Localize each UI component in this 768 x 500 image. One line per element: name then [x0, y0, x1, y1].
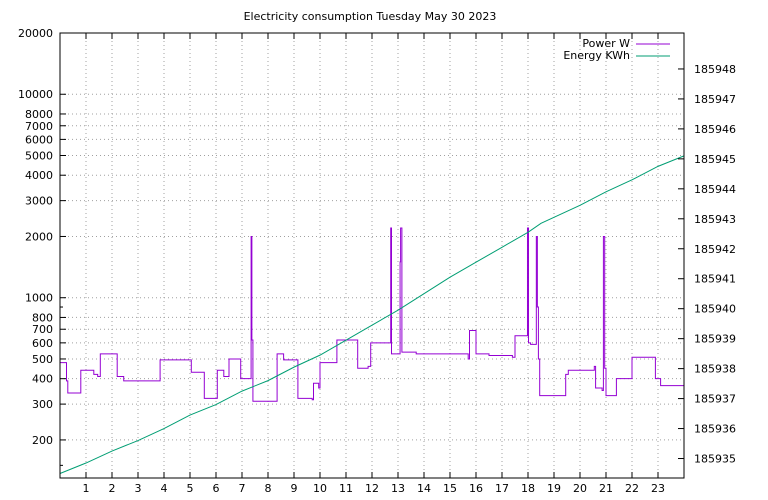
y-right-tick-label: 185947: [694, 93, 736, 106]
x-tick-label: 2: [109, 482, 116, 495]
y-left-tick-label: 5000: [25, 149, 53, 162]
y-left-tick-label: 6000: [25, 133, 53, 146]
x-tick-label: 8: [265, 482, 272, 495]
y-right-tick-label: 185935: [694, 453, 736, 466]
legend: Power W Energy KWh: [563, 37, 670, 62]
y-right-tick-label: 185944: [694, 183, 736, 196]
y-right-tick-label: 185937: [694, 393, 736, 406]
ticks-layer: 1 2 3 4 5 6 7 8 9 10 11 12 13 14 15 16 17 18 19 20 21 22 23200…: [18, 27, 736, 495]
y-left-tick-label: 500: [32, 353, 53, 366]
y-left-tick-label: 700: [32, 323, 53, 336]
x-tick-label: 14: [417, 482, 431, 495]
x-tick-label: 12: [365, 482, 379, 495]
series-line-energy: [59, 155, 685, 474]
x-tick-label: 5: [187, 482, 194, 495]
x-tick-label: 4: [161, 482, 168, 495]
series-line-power: [60, 227, 684, 402]
plot-frame: [59, 32, 685, 479]
y-left-tick-label: 2000: [25, 230, 53, 243]
x-tick-label: 6: [213, 482, 220, 495]
y-left-tick-label: 4000: [25, 169, 53, 182]
y-left-tick-label: 8000: [25, 108, 53, 121]
y-right-tick-label: 185945: [694, 153, 736, 166]
y-left-tick-label: 200: [32, 434, 53, 447]
y-left-tick-label: 10000: [18, 88, 53, 101]
legend-label-energy: Energy KWh: [563, 49, 630, 62]
grid-layer: [60, 32, 684, 478]
y-left-tick-label: 300: [32, 398, 53, 411]
y-right-tick-label: 185939: [694, 333, 736, 346]
legend-label-power: Power W: [582, 37, 630, 50]
y-left-tick-label: 7000: [25, 120, 53, 133]
y-right-tick-label: 185940: [694, 303, 736, 316]
chart-title: Electricity consumption Tuesday May 30 2…: [244, 10, 497, 23]
y-right-tick-label: 185948: [694, 63, 736, 76]
y-left-tick-label: 3000: [25, 195, 53, 208]
y-right-tick-label: 185936: [694, 423, 736, 436]
x-tick-label: 16: [469, 482, 483, 495]
x-tick-label: 3: [135, 482, 142, 495]
series-layer: [59, 155, 685, 474]
x-tick-label: 9: [291, 482, 298, 495]
x-tick-label: 23: [651, 482, 665, 495]
y-left-tick-label: 1000: [25, 292, 53, 305]
x-tick-label: 17: [495, 482, 509, 495]
y-left-tick-label: 600: [32, 337, 53, 350]
y-right-tick-label: 185938: [694, 363, 736, 376]
x-tick-label: 19: [547, 482, 561, 495]
x-tick-label: 22: [625, 482, 639, 495]
y-right-tick-label: 185946: [694, 123, 736, 136]
x-tick-label: 20: [573, 482, 587, 495]
y-left-tick-label: 400: [32, 373, 53, 386]
x-tick-label: 10: [313, 482, 327, 495]
x-tick-label: 15: [443, 482, 457, 495]
y-right-tick-label: 185942: [694, 243, 736, 256]
x-tick-label: 1: [83, 482, 90, 495]
y-right-tick-label: 185943: [694, 213, 736, 226]
x-tick-label: 13: [391, 482, 405, 495]
x-tick-label: 11: [339, 482, 353, 495]
x-tick-label: 18: [521, 482, 535, 495]
y-right-tick-label: 185941: [694, 273, 736, 286]
y-left-tick-label: 20000: [18, 27, 53, 40]
x-tick-label: 21: [599, 482, 613, 495]
x-tick-label: 7: [239, 482, 246, 495]
y-left-tick-label: 800: [32, 311, 53, 324]
